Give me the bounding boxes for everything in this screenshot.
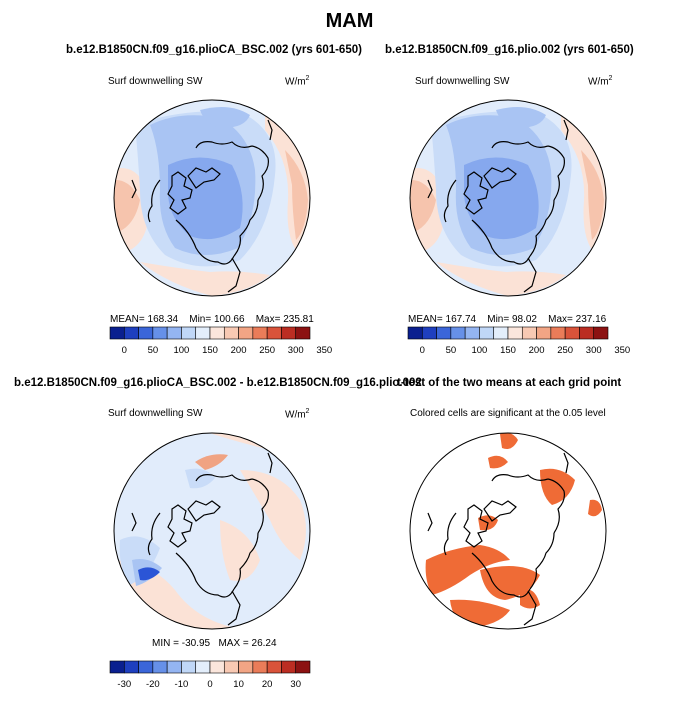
colorbar-tick-label: 300	[586, 345, 602, 356]
max-label: Max=	[255, 314, 281, 325]
colorbar-tick-label: 200	[529, 345, 545, 356]
max-label: Max=	[548, 314, 573, 325]
colorbar-tick-label: 100	[471, 345, 487, 356]
panel-title-bottom-right: t-test of the two means at each grid poi…	[397, 377, 622, 389]
field-label-top-left: Surf downwelling SW	[108, 76, 203, 87]
colorbar-tick-label: 200	[231, 345, 247, 356]
colorbar-tick-label: 20	[262, 679, 273, 690]
min-value: 98.02	[511, 314, 537, 325]
colorbar-tick-label: -10	[175, 679, 189, 690]
min-label: Min=	[189, 314, 212, 325]
stats-top-right: MEAN= 167.74 Min= 98.02 Max= 237.16	[408, 314, 606, 325]
panel-title-top-left: b.e12.B1850CN.f09_g16.plioCA_BSC.002 (yr…	[66, 44, 362, 56]
field-label-bottom-left: Surf downwelling SW	[108, 408, 203, 419]
colorbar-bottom-left: -30 -20 -10 0 10 20 30	[109, 660, 311, 690]
colorbar-tick-label: 10	[233, 679, 244, 690]
colorbar-tick-label: 30	[290, 679, 301, 690]
mean-value: 168.34	[147, 314, 179, 325]
colorbar-swatch	[295, 660, 311, 674]
colorbar-tick-label: -30	[117, 679, 131, 690]
colorbar-tick-label: 250	[557, 345, 573, 356]
colorbar-top-left: 0 50 100 150 200 250 300 350	[109, 326, 332, 356]
min-value: 100.66	[213, 314, 245, 325]
max-value: 235.81	[283, 314, 314, 325]
max-value: 26.24	[251, 638, 277, 649]
colorbar-tick-label: 0	[207, 679, 212, 690]
mean-label: MEAN=	[110, 314, 145, 325]
colorbar-tick-label: 350	[614, 345, 630, 356]
field-label-top-right: Surf downwelling SW	[415, 76, 510, 87]
colorbar-tick-label: -20	[146, 679, 160, 690]
mean-value: 167.74	[445, 314, 477, 325]
panel-title-bottom-left: b.e12.B1850CN.f09_g16.plioCA_BSC.002 - b…	[14, 377, 422, 389]
colorbar-swatch	[593, 326, 609, 340]
colorbar-swatch	[295, 326, 311, 340]
colorbar-tick-label: 50	[446, 345, 457, 356]
colorbar-tick-label: 0	[420, 345, 425, 356]
stats-top-left: MEAN= 168.34 Min= 100.66 Max= 235.81	[110, 314, 314, 325]
colorbar-tick-label: 300	[288, 345, 304, 356]
field-label-bottom-right: Colored cells are significant at the 0.0…	[410, 408, 606, 419]
max-value: 237.16	[575, 314, 607, 325]
colorbar-top-right: 0 50 100 150 200 250 300 350	[407, 326, 630, 356]
figure-title: MAM	[325, 10, 374, 32]
max-label: MAX =	[218, 638, 249, 649]
colorbar-tick-label: 150	[202, 345, 218, 356]
colorbar-tick-label: 100	[173, 345, 189, 356]
min-label: Min=	[487, 314, 510, 325]
stats-bottom-left: MIN = -30.95 MAX = 26.24	[152, 638, 277, 649]
colorbar-tick-label: 250	[259, 345, 275, 356]
colorbar-tick-label: 0	[122, 345, 127, 356]
min-label: MIN =	[152, 638, 179, 649]
min-value: -30.95	[181, 638, 211, 649]
colorbar-tick-label: 350	[316, 345, 332, 356]
units-label-top-left: W/m2	[285, 75, 310, 88]
colorbar-tick-label: 50	[148, 345, 159, 356]
colorbar-tick-label: 150	[500, 345, 516, 356]
units-label-top-right: W/m2	[588, 75, 613, 88]
units-label-bottom-left: W/m2	[285, 408, 310, 421]
panel-title-top-right: b.e12.B1850CN.f09_g16.plio.002 (yrs 601-…	[385, 44, 634, 56]
mean-label: MEAN=	[408, 314, 443, 325]
